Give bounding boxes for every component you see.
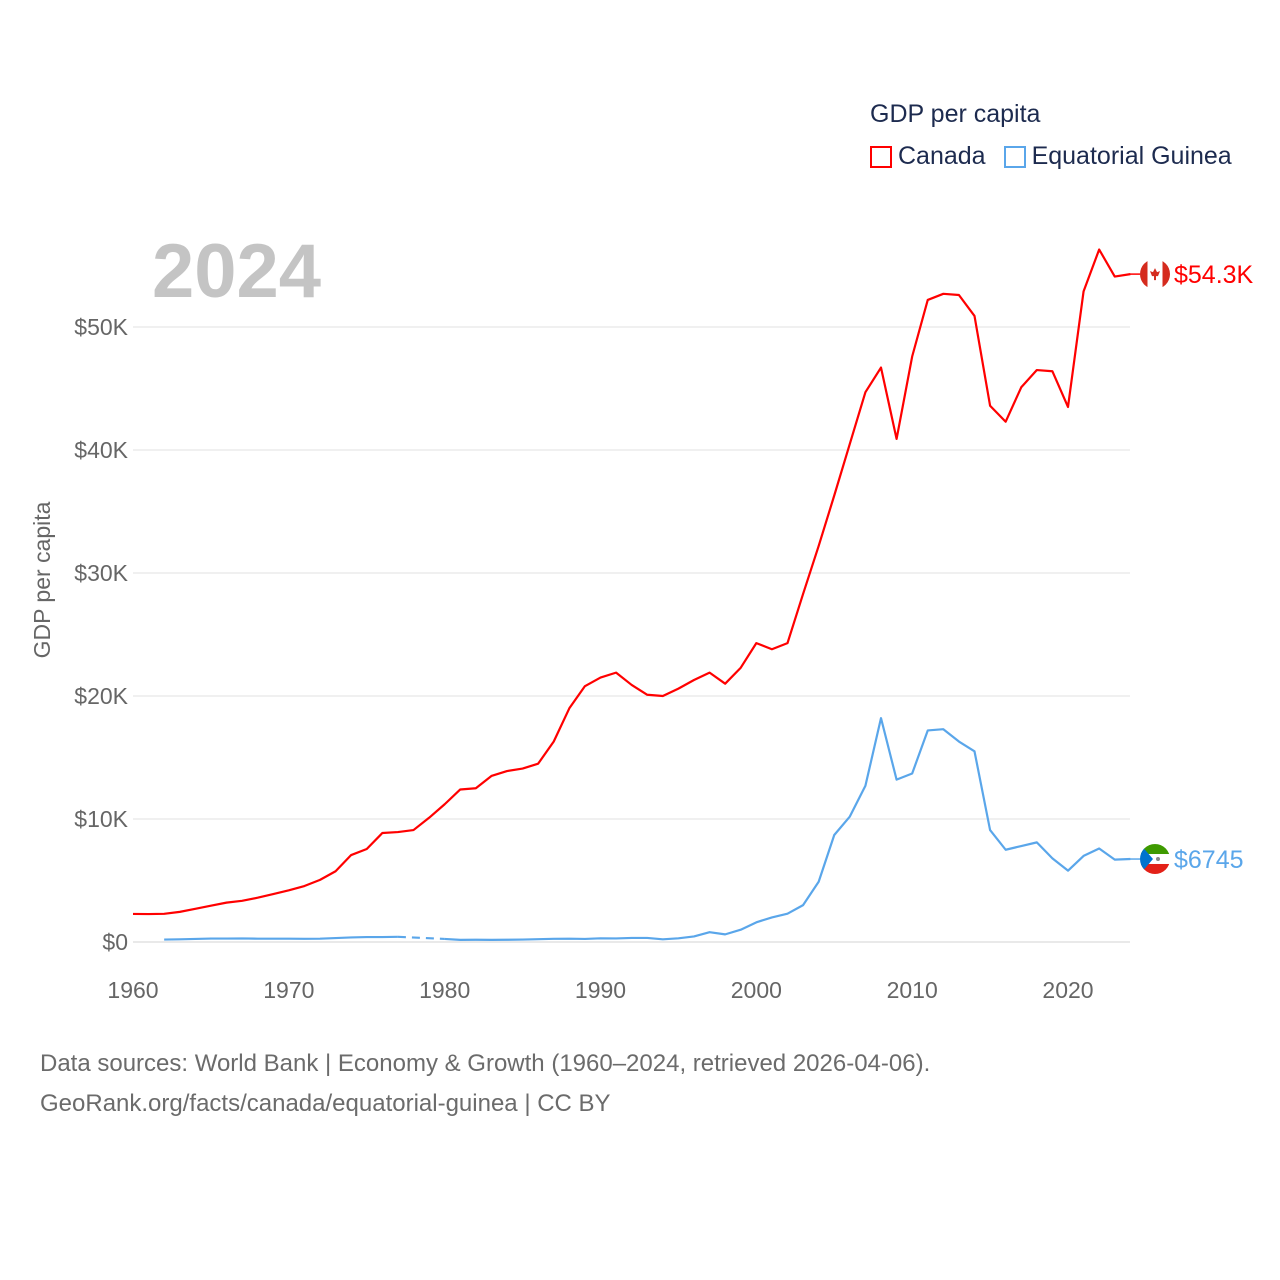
legend-item-equatorial-guinea[interactable]: Equatorial Guinea bbox=[1003, 142, 1232, 171]
y-tick-label: $0 bbox=[102, 929, 128, 955]
flag-equatorial-guinea-icon bbox=[1140, 844, 1170, 875]
series-line-equatorial-guinea bbox=[444, 717, 1131, 942]
y-tick-label: $30K bbox=[74, 560, 128, 586]
legend: Canada Equatorial Guinea bbox=[870, 142, 1250, 171]
y-axis-label: GDP per capita bbox=[29, 501, 55, 658]
legend-title: GDP per capita bbox=[870, 100, 1041, 128]
x-tick-label: 2000 bbox=[731, 977, 782, 1003]
y-tick-label: $50K bbox=[74, 314, 128, 340]
y-tick-label: $10K bbox=[74, 806, 128, 832]
end-value-label-equatorial-guinea: $6745 bbox=[1174, 846, 1244, 874]
series-line-canada bbox=[132, 248, 1131, 916]
legend-label: Equatorial Guinea bbox=[1031, 142, 1232, 170]
legend-label: Canada bbox=[898, 142, 986, 170]
legend-swatch-equatorial-guinea bbox=[1003, 145, 1026, 168]
x-tick-label: 1970 bbox=[263, 977, 314, 1003]
x-tick-label: 1980 bbox=[419, 977, 470, 1003]
y-tick-label: $20K bbox=[74, 683, 128, 709]
data-source-text: Data sources: World Bank | Economy & Gro… bbox=[40, 1050, 931, 1077]
x-tick-label: 2020 bbox=[1042, 977, 1093, 1003]
y-tick-label: $40K bbox=[74, 437, 128, 463]
year-label: 2024 bbox=[152, 229, 322, 314]
legend-item-canada[interactable]: Canada bbox=[870, 142, 986, 171]
end-value-label-canada: $54.3K bbox=[1174, 261, 1254, 289]
series-line-equatorial-guinea bbox=[164, 935, 398, 941]
footer: Data sources: World Bank | Economy & Gro… bbox=[40, 1044, 930, 1124]
legend-swatch-canada bbox=[870, 145, 892, 168]
source-link[interactable]: GeoRank.org/facts/canada/equatorial-guin… bbox=[40, 1090, 611, 1117]
series-gap-equatorial-guinea bbox=[397, 935, 445, 941]
x-tick-label: 1960 bbox=[107, 977, 158, 1003]
x-tick-label: 1990 bbox=[575, 977, 626, 1003]
x-tick-label: 2010 bbox=[887, 977, 938, 1003]
flag-canada-icon bbox=[1140, 259, 1170, 290]
